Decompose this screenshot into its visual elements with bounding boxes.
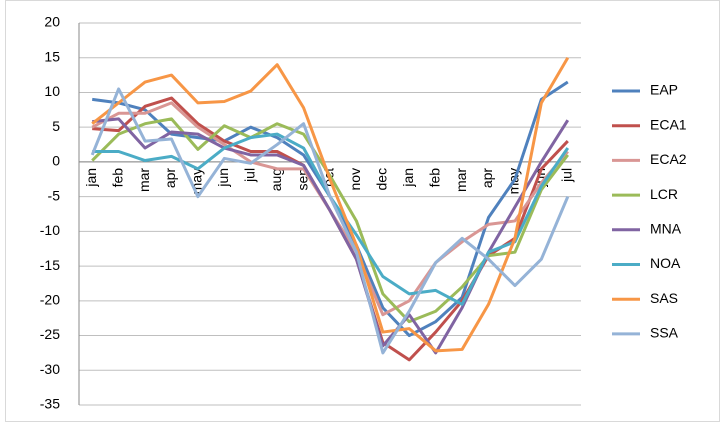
x-tick-label: mar — [136, 168, 152, 192]
x-tick-label: feb — [109, 168, 125, 188]
x-tick-label: apr — [479, 168, 495, 189]
legend-label: ECA1 — [650, 116, 687, 132]
legend-label: MNA — [650, 221, 682, 237]
x-tick-label: jun — [215, 168, 231, 188]
line-series — [90, 87, 570, 355]
legend-label: ECA2 — [650, 151, 687, 167]
x-tick-label: nov — [347, 168, 363, 191]
y-tick-label: 0 — [52, 153, 60, 169]
y-tick-label: -25 — [40, 326, 60, 342]
y-tick-label: -35 — [40, 396, 60, 412]
legend-label: EAP — [650, 82, 678, 98]
x-tick-label: jul — [241, 168, 257, 183]
line-series — [92, 132, 570, 306]
y-tick-label: 10 — [44, 83, 60, 99]
y-tick-label: -20 — [40, 292, 60, 308]
x-tick-label: jan — [83, 168, 99, 188]
x-tick-label: jul — [558, 168, 574, 183]
x-tick-label: mar — [453, 168, 469, 192]
x-tick-label: feb — [426, 168, 442, 188]
chart-frame — [5, 0, 720, 422]
y-tick-label: 20 — [44, 14, 60, 30]
line-series — [91, 117, 569, 324]
legend-label: LCR — [650, 186, 678, 202]
y-tick-label: -5 — [48, 187, 61, 203]
legend-label: SSA — [650, 325, 679, 341]
x-tick-label: aug — [268, 168, 284, 191]
legend-label: SAS — [650, 290, 678, 306]
legend-label: NOA — [650, 255, 681, 271]
x-tick-label: apr — [162, 168, 178, 189]
x-tick-label: jan — [400, 168, 416, 188]
y-tick-label: -10 — [40, 222, 60, 238]
y-tick-label: 5 — [52, 118, 60, 134]
x-tick-label: dec — [374, 168, 390, 191]
line-series — [91, 56, 570, 353]
y-tick-label: -30 — [40, 361, 60, 377]
y-tick-label: 15 — [44, 48, 60, 64]
y-tick-label: -15 — [40, 257, 60, 273]
line-series — [92, 117, 570, 355]
